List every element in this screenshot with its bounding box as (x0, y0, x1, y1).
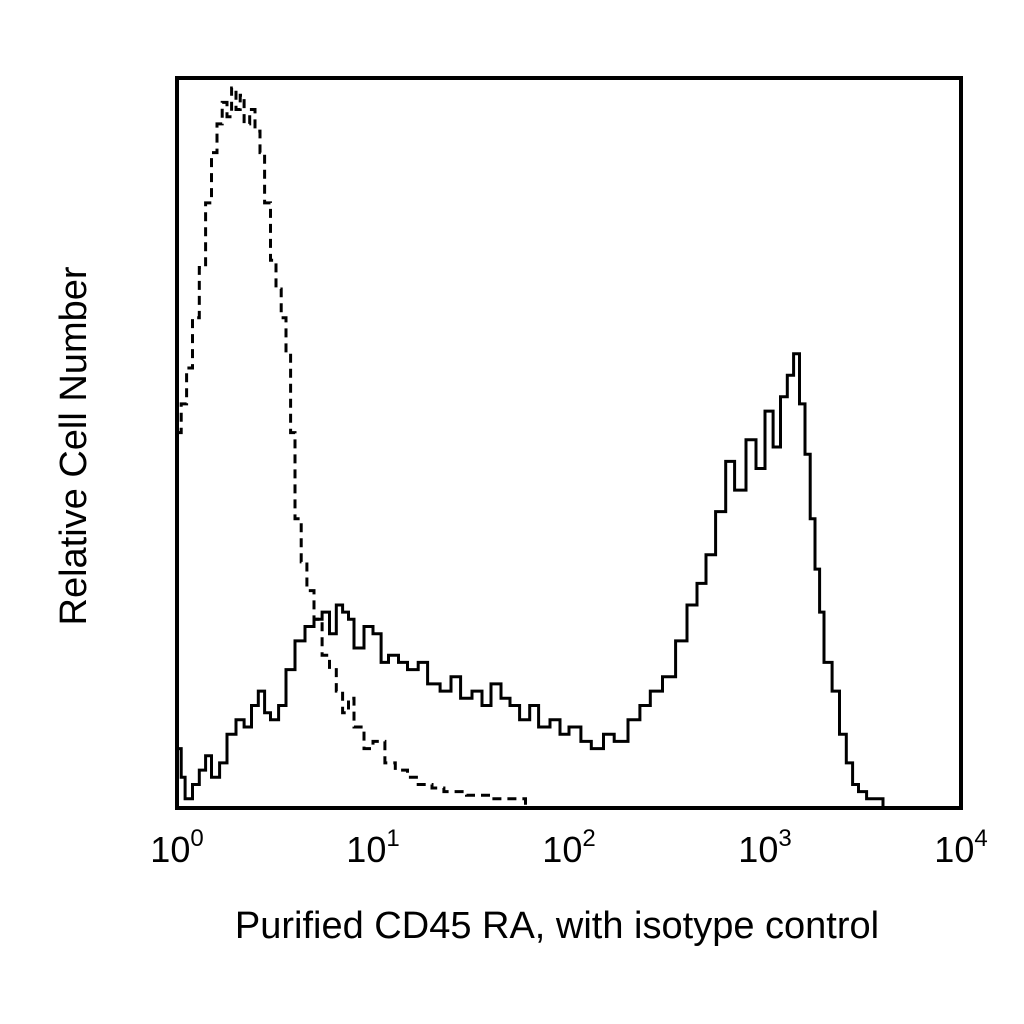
plot-frame (175, 76, 963, 810)
x-tick-labels: 100 101 102 103 104 (150, 825, 987, 870)
x-tick-base: 10 (150, 829, 190, 870)
x-tick-label: 101 (346, 825, 399, 870)
isotype-control-histogram-line (177, 86, 527, 806)
x-tick-base: 10 (542, 829, 582, 870)
x-tick-base: 10 (934, 829, 974, 870)
y-axis-label: Relative Cell Number (53, 266, 95, 625)
x-tick-exponent: 1 (386, 825, 399, 852)
x-tick-exponent: 3 (778, 825, 791, 852)
x-tick-label: 103 (738, 825, 791, 870)
series-layer (177, 86, 885, 806)
x-tick-label: 102 (542, 825, 595, 870)
x-tick-label: 100 (150, 825, 203, 870)
cd45ra-histogram-line (177, 352, 885, 806)
x-tick-base: 10 (738, 829, 778, 870)
x-tick-base: 10 (346, 829, 386, 870)
x-tick-exponent: 4 (974, 825, 987, 852)
x-tick-exponent: 0 (190, 825, 203, 852)
x-axis-label: Purified CD45 RA, with isotype control (235, 905, 879, 947)
x-tick-exponent: 2 (582, 825, 595, 852)
x-tick-label: 104 (934, 825, 987, 870)
